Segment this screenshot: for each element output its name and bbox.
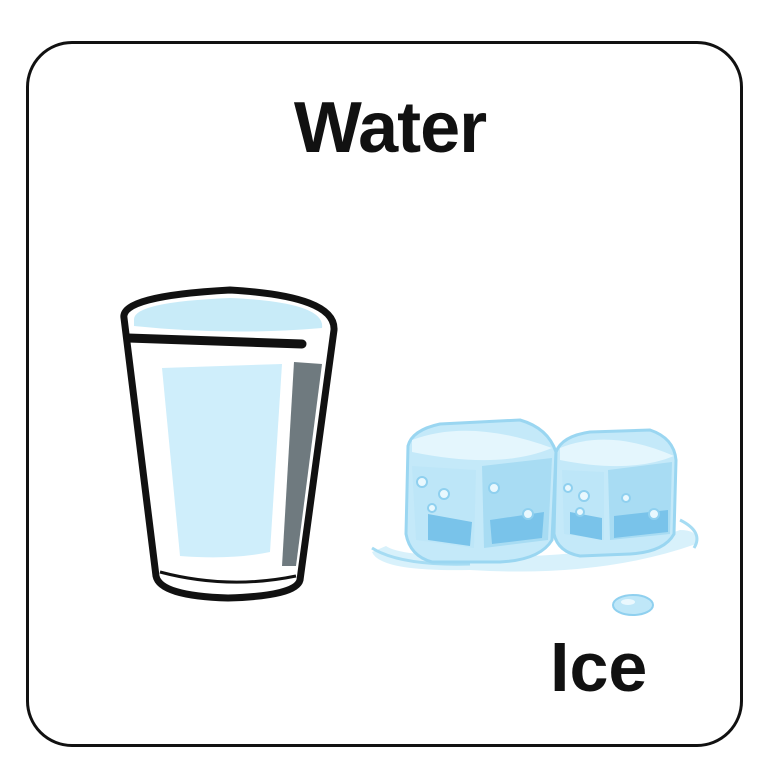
ice-cubes-icon: [371, 418, 699, 616]
ice-label: Ice: [550, 628, 648, 706]
page-title: Water: [293, 88, 487, 168]
water-glass-icon: [120, 286, 338, 602]
